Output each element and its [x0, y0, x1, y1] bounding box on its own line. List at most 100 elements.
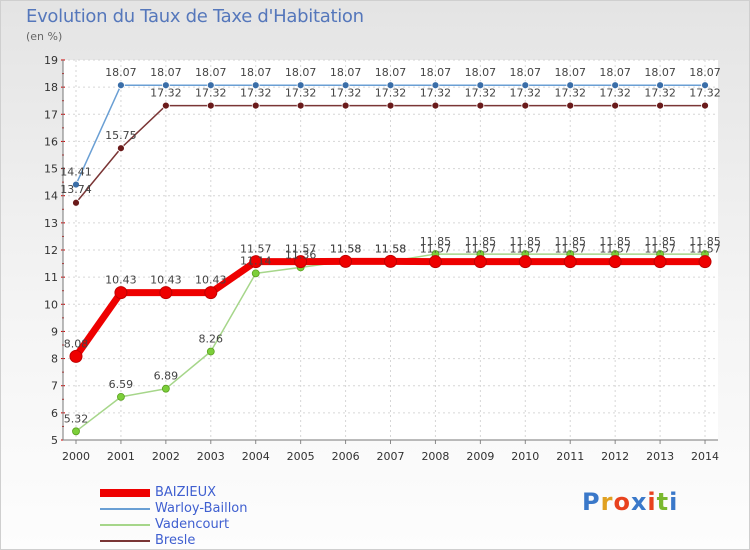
- data-label-baizieux: 11.57: [689, 243, 721, 256]
- data-label-bresle: 17.32: [465, 87, 497, 100]
- data-label-warloy-baillon: 18.07: [510, 66, 542, 79]
- data-label-vadencourt: 8.26: [199, 333, 224, 346]
- data-point-baizieux: [563, 255, 577, 269]
- y-tick-label: 10: [44, 298, 58, 311]
- data-label-vadencourt: 11.85: [689, 235, 721, 248]
- y-tick-label: 7: [51, 380, 58, 393]
- data-label-bresle: 15.75: [105, 129, 137, 142]
- data-label-vadencourt: 11.85: [465, 235, 497, 248]
- data-point-baizieux: [249, 255, 263, 269]
- axis-layer: 5 6 7 8 9 10 11 12 13 14 15 16 17 18 19 2000 2001 2002 200…: [44, 54, 719, 463]
- y-tick-label: 19: [44, 54, 58, 67]
- data-label-warloy-baillon: 18.07: [105, 66, 137, 79]
- y-tick-label: 17: [44, 108, 58, 121]
- data-point-bresle: [117, 144, 125, 153]
- data-point-baizieux: [204, 286, 218, 300]
- chart-title: Evolution du Taux de Taxe d'Habitation: [26, 6, 364, 27]
- data-label-layer: 14.41 18.07 18.07 18.07 18.07 18.07 18.07 18.07…: [60, 66, 721, 425]
- series-layer: [69, 81, 712, 436]
- data-label-vadencourt: 11.85: [644, 235, 676, 248]
- data-point-bresle: [72, 198, 80, 207]
- data-label-baizieux: 11.57: [644, 243, 676, 256]
- data-point-warloy-baillon: [161, 81, 170, 90]
- data-label-vadencourt: 5.32: [64, 412, 89, 425]
- data-label-baizieux: 11.57: [285, 243, 317, 256]
- data-point-warloy-baillon: [611, 81, 620, 90]
- data-point-bresle: [476, 101, 485, 110]
- logo-letter: o: [613, 488, 631, 516]
- data-label-vadencourt: 11.58: [330, 242, 362, 255]
- data-label-baizieux: 10.43: [150, 274, 182, 287]
- data-label-bresle: 17.32: [285, 87, 317, 100]
- data-point-bresle: [431, 101, 440, 110]
- legend-label: Bresle: [155, 533, 196, 548]
- x-tick-label: 2000: [62, 450, 90, 463]
- data-point-bresle: [206, 101, 215, 110]
- data-point-baizieux: [698, 255, 712, 269]
- logo-letter: i: [669, 488, 679, 516]
- data-label-baizieux: 11.57: [465, 243, 497, 256]
- x-tick-label: 2002: [152, 450, 180, 463]
- data-label-baizieux: 11.57: [510, 243, 542, 256]
- legend-swatch: [100, 540, 150, 542]
- data-label-bresle: 17.32: [420, 87, 452, 100]
- data-label-vadencourt: 11.85: [554, 235, 586, 248]
- data-label-vadencourt: 6.89: [154, 370, 179, 383]
- data-label-bresle: 17.32: [240, 87, 272, 100]
- logo-letter: x: [630, 488, 648, 516]
- data-point-vadencourt: [117, 392, 125, 401]
- data-point-warloy-baillon: [251, 81, 260, 90]
- y-tick-label: 8: [51, 353, 58, 366]
- data-label-vadencourt: 11.85: [420, 235, 452, 248]
- data-point-baizieux: [473, 255, 487, 269]
- y-tick-label: 13: [44, 217, 58, 230]
- data-point-baizieux: [653, 255, 667, 269]
- x-tick-label: 2004: [242, 450, 270, 463]
- x-tick-label: 2009: [466, 450, 494, 463]
- data-label-baizieux: 11.57: [599, 243, 631, 256]
- data-label-vadencourt: 11.14: [240, 254, 272, 267]
- data-point-baizieux: [69, 349, 83, 363]
- data-label-bresle: 17.32: [644, 87, 676, 100]
- data-label-warloy-baillon: 18.07: [330, 66, 362, 79]
- x-tick-label: 2010: [511, 450, 539, 463]
- data-point-bresle: [521, 101, 530, 110]
- data-label-bresle: 17.32: [150, 87, 182, 100]
- data-point-warloy-baillon: [521, 81, 530, 90]
- data-label-warloy-baillon: 18.07: [644, 66, 676, 79]
- data-label-baizieux: 10.43: [195, 274, 227, 287]
- data-label-vadencourt: 11.36: [285, 248, 317, 261]
- data-point-baizieux: [159, 286, 173, 300]
- data-label-vadencourt: 11.85: [510, 235, 542, 248]
- data-label-warloy-baillon: 18.07: [599, 66, 631, 79]
- logo-letter: i: [647, 488, 657, 516]
- chart-subtitle: (en %): [26, 30, 63, 43]
- data-point-bresle: [251, 101, 260, 110]
- data-point-warloy-baillon: [72, 180, 80, 189]
- data-label-baizieux: 8.08: [64, 337, 89, 350]
- data-label-bresle: 17.32: [599, 87, 631, 100]
- legend-label: BAIZIEUX: [155, 485, 217, 500]
- y-tick-label: 18: [44, 81, 58, 94]
- data-point-vadencourt: [72, 427, 80, 436]
- x-tick-label: 2014: [691, 450, 719, 463]
- data-label-baizieux: 11.57: [420, 243, 452, 256]
- data-point-warloy-baillon: [476, 81, 485, 90]
- legend-swatch: [100, 489, 150, 497]
- data-label-warloy-baillon: 18.07: [420, 66, 452, 79]
- y-tick-label: 11: [44, 271, 58, 284]
- data-point-bresle: [701, 101, 709, 110]
- data-point-warloy-baillon: [566, 81, 575, 90]
- data-label-warloy-baillon: 18.07: [375, 66, 407, 79]
- legend-swatch: [100, 508, 150, 510]
- y-tick-label: 5: [51, 434, 58, 447]
- data-label-bresle: 13.74: [60, 183, 92, 196]
- data-point-warloy-baillon: [656, 81, 664, 90]
- data-label-baizieux: 11.57: [554, 243, 586, 256]
- data-point-bresle: [656, 101, 664, 110]
- data-label-baizieux: 11.58: [375, 242, 407, 255]
- data-point-bresle: [296, 101, 305, 110]
- data-label-bresle: 17.32: [195, 87, 227, 100]
- data-point-warloy-baillon: [386, 81, 395, 90]
- x-tick-label: 2001: [107, 450, 135, 463]
